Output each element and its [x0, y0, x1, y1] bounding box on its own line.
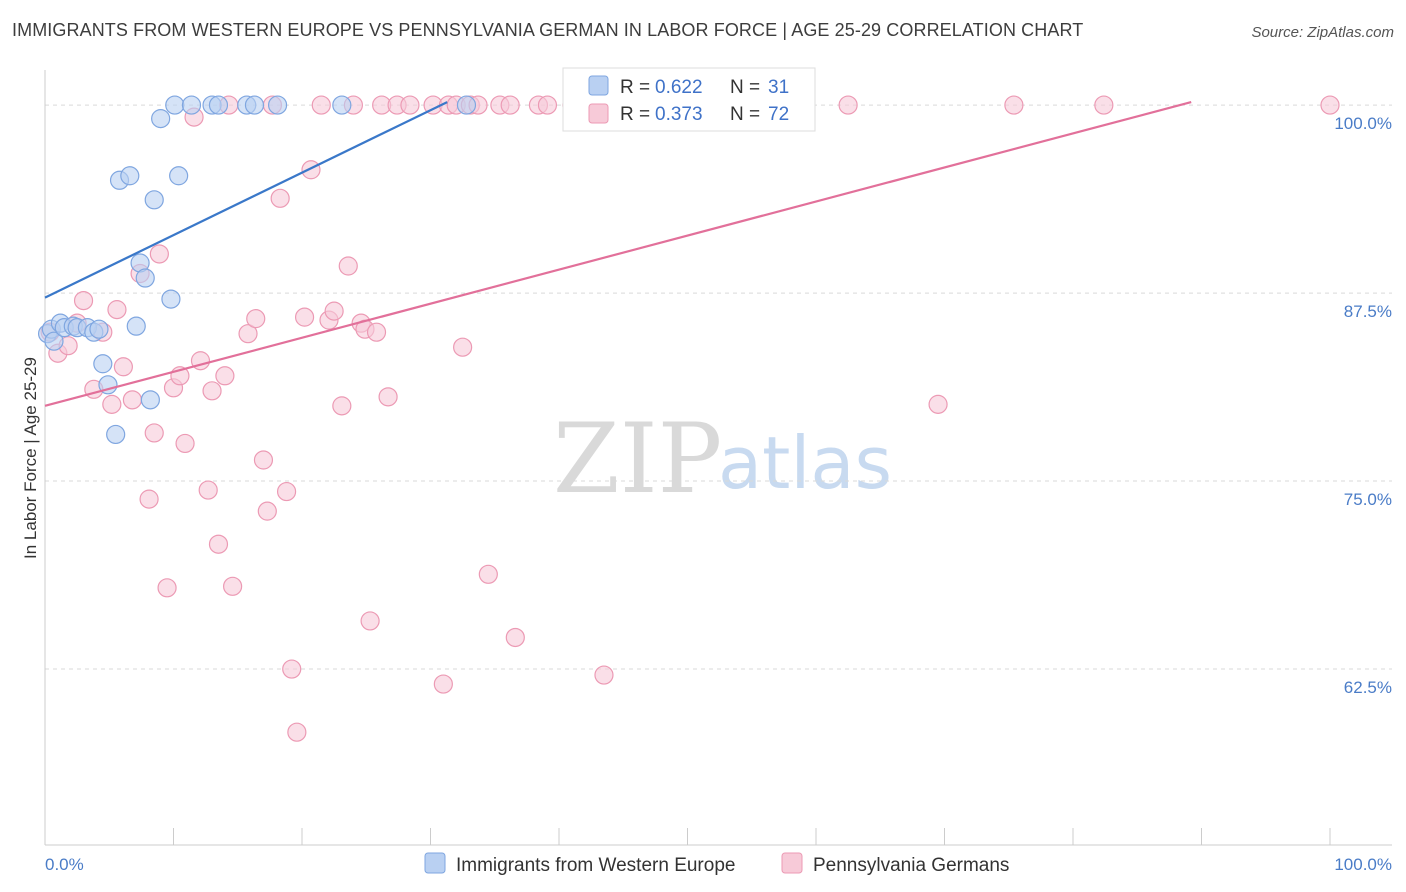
- point-series-1-24: [181, 95, 202, 115]
- point-series-2-29: [253, 450, 274, 470]
- bottom-legend-swatch-series-1: [424, 852, 446, 874]
- point-series-2-18: [175, 433, 195, 454]
- point-series-2-71: [1004, 95, 1024, 115]
- point-series-2-15: [157, 578, 177, 598]
- legend-swatch-series-2: [588, 103, 609, 124]
- trend-line-series-2: [44, 101, 1192, 407]
- point-series-2-21: [198, 480, 218, 500]
- point-series-2-33: [276, 481, 297, 502]
- point-series-2-64: [537, 95, 558, 115]
- y-tick-label-1: 87.5%: [1344, 302, 1392, 321]
- point-series-1-10: [93, 354, 113, 374]
- point-series-2-35: [287, 722, 307, 742]
- point-series-1-17: [135, 268, 155, 288]
- point-series-2-53: [433, 674, 453, 694]
- legend-r-value-2: 0.373: [655, 104, 703, 125]
- point-series-2-42: [338, 256, 358, 276]
- point-series-1-28: [244, 95, 265, 115]
- legend-swatch-series-1: [588, 75, 609, 96]
- point-series-2-36: [294, 307, 315, 327]
- point-series-1-18: [140, 390, 160, 410]
- point-series-2-14: [149, 244, 169, 264]
- point-series-2-70: [928, 394, 948, 414]
- point-series-1-14: [120, 166, 140, 186]
- point-series-2-73: [1320, 95, 1340, 115]
- point-series-2-40: [324, 301, 344, 321]
- point-series-1-30: [332, 95, 352, 115]
- point-series-2-62: [505, 627, 525, 648]
- y-tick-labels: 100.0% 87.5% 75.0% 62.5%: [1334, 114, 1392, 697]
- point-series-1-19: [144, 190, 164, 210]
- x-ticks: [44, 828, 1331, 845]
- point-series-1-22: [169, 166, 189, 186]
- point-series-1-29: [267, 95, 288, 115]
- x-tick-label-right: 100.0%: [1334, 855, 1392, 874]
- axes: [44, 70, 1392, 846]
- point-series-1-15: [126, 316, 146, 336]
- legend-n-label-1: N =: [730, 77, 760, 98]
- chart-title: IMMIGRANTS FROM WESTERN EUROPE VS PENNSY…: [12, 20, 1084, 40]
- point-series-2-61: [500, 95, 520, 115]
- chart-source: Source: ZipAtlas.com: [1251, 24, 1394, 41]
- point-series-2-28: [246, 309, 266, 329]
- point-series-1-26: [208, 95, 229, 115]
- y-tick-label-0: 100.0%: [1334, 114, 1392, 133]
- legend-r-label-1: R =: [620, 77, 650, 98]
- y-tick-label-2: 75.0%: [1344, 490, 1392, 509]
- point-series-2-10: [122, 390, 142, 410]
- point-series-1-9: [89, 319, 109, 339]
- point-series-2-24: [215, 366, 235, 386]
- point-series-2-46: [360, 611, 380, 631]
- point-series-1-23: [165, 95, 185, 115]
- point-series-1-12: [106, 424, 126, 445]
- point-series-2-13: [144, 423, 164, 443]
- point-series-2-37: [301, 160, 321, 180]
- point-series-2-49: [378, 387, 398, 407]
- point-series-2-9: [113, 357, 133, 377]
- point-series-2-72: [1094, 95, 1114, 115]
- point-series-2-41: [332, 396, 352, 416]
- legend-box: R = 0.622 N = 31 R = 0.373 N = 72: [562, 67, 816, 132]
- bottom-legend-swatch-series-2: [781, 852, 803, 874]
- y-tick-label-3: 62.5%: [1344, 678, 1392, 697]
- point-series-2-12: [139, 489, 159, 509]
- legend-n-value-2: 72: [768, 104, 789, 125]
- trend-lines: [44, 101, 1192, 407]
- point-series-2-4: [73, 290, 94, 311]
- point-series-1-20: [151, 109, 171, 129]
- gridlines: [45, 104, 1392, 670]
- point-series-1-2: [44, 331, 64, 351]
- point-series-2-47: [366, 322, 387, 342]
- watermark-zip: ZIP: [553, 403, 722, 515]
- point-series-2-22: [202, 381, 222, 401]
- point-series-2-51: [400, 95, 420, 115]
- point-series-2-30: [257, 501, 277, 521]
- point-series-2-69: [838, 95, 858, 115]
- bottom-legend-label-series-1: Immigrants from Western Europe: [456, 855, 735, 876]
- point-series-2-34: [282, 659, 302, 679]
- point-series-2-56: [453, 337, 473, 357]
- point-series-1-31: [456, 95, 477, 115]
- point-series-2-8: [107, 300, 127, 320]
- point-series-2-23: [208, 534, 229, 554]
- bottom-legend-label-series-2: Pennsylvania Germans: [813, 855, 1009, 876]
- point-series-2-67: [594, 665, 614, 685]
- point-series-2-32: [270, 188, 290, 208]
- watermark-atlas: atlas: [718, 421, 892, 505]
- point-series-1-21: [161, 289, 181, 309]
- legend-r-value-1: 0.622: [655, 77, 703, 98]
- legend-n-label-2: N =: [730, 104, 760, 125]
- point-series-2-7: [102, 394, 122, 414]
- bottom-legend: Immigrants from Western Europe Pennsylva…: [424, 852, 1009, 876]
- point-series-2-27: [238, 324, 258, 344]
- x-tick-label-left: 0.0%: [45, 855, 84, 874]
- point-series-2-59: [478, 564, 498, 584]
- point-series-2-26: [223, 576, 243, 596]
- legend-r-label-2: R =: [620, 104, 650, 125]
- point-series-2-38: [311, 95, 331, 115]
- y-axis-title: In Labor Force | Age 25-29: [21, 357, 40, 559]
- trend-line-series-1: [44, 101, 448, 299]
- legend-n-value-1: 31: [768, 77, 789, 98]
